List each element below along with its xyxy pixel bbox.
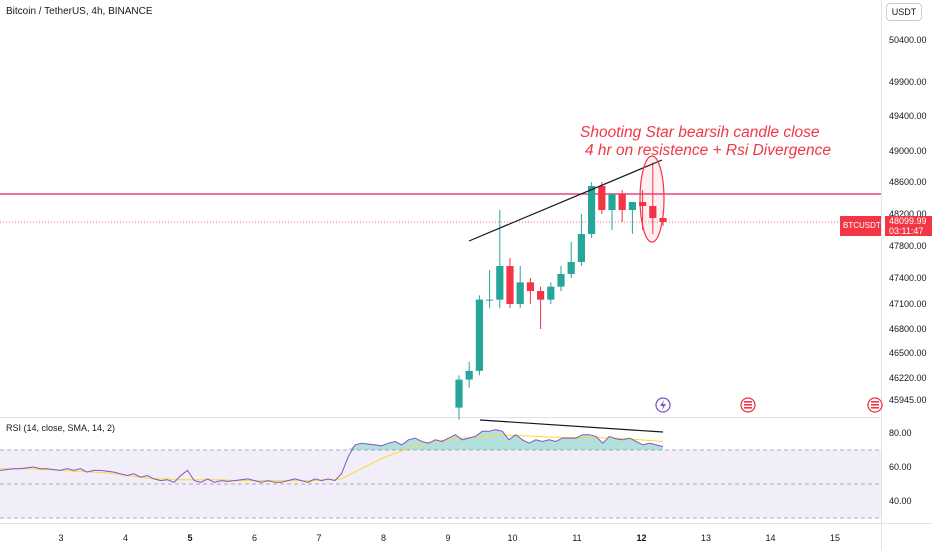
time-tick-label: 12	[636, 533, 646, 543]
price-tick-label: 47400.00	[889, 273, 927, 283]
lightning-event-icon[interactable]	[655, 397, 671, 413]
candle[interactable]	[557, 274, 565, 287]
candle[interactable]	[475, 299, 483, 371]
annotation-line2[interactable]: 4 hr on resistence + Rsi Divergence	[585, 142, 831, 159]
annotation-line1[interactable]: Shooting Star bearsih candle close	[580, 124, 820, 141]
price-tick-label: 45945.00	[889, 395, 927, 405]
last-price-value: 48099.99	[889, 216, 927, 226]
symbol-title: Bitcoin / TetherUS, 4h, BINANCE	[6, 6, 153, 17]
symbol-price-tag: BTCUSDT	[840, 216, 881, 236]
candle[interactable]	[608, 194, 616, 210]
candle[interactable]	[465, 370, 473, 380]
price-tick-label: 49000.00	[889, 146, 927, 156]
candle[interactable]	[577, 234, 585, 262]
price-tick-label: 50400.00	[889, 35, 927, 45]
shooting-star-highlight-ellipse[interactable]	[639, 155, 665, 243]
candle[interactable]	[639, 202, 647, 206]
time-tick-label: 3	[58, 533, 63, 543]
time-tick-label: 15	[830, 533, 840, 543]
price-tick-label: 49900.00	[889, 77, 927, 87]
time-tick-label: 9	[445, 533, 450, 543]
candle[interactable]	[649, 206, 657, 218]
price-trendline[interactable]	[468, 159, 663, 242]
rsi-trendline[interactable]	[479, 419, 664, 433]
price-tag-symbol: BTCUSDT	[843, 221, 881, 230]
time-tick-label: 11	[572, 533, 581, 543]
candle[interactable]	[486, 299, 494, 301]
candle[interactable]	[618, 194, 626, 210]
rsi-band	[0, 450, 881, 518]
candle[interactable]	[598, 186, 606, 210]
time-tick-label: 13	[701, 533, 711, 543]
us-flag-event-icon-2[interactable]	[867, 397, 883, 413]
event-markers[interactable]	[655, 397, 883, 413]
rsi-tick-label: 80.00	[889, 428, 912, 438]
rsi-line	[0, 429, 664, 483]
rsi-tick-label: 60.00	[889, 462, 912, 472]
time-tick-label: 7	[316, 533, 321, 543]
candle[interactable]	[537, 291, 545, 300]
time-tick-label: 10	[507, 533, 517, 543]
time-tick-label: 14	[765, 533, 775, 543]
candle[interactable]	[547, 286, 555, 300]
price-tick-label: 47100.00	[889, 299, 927, 309]
time-tick-label: 5	[187, 533, 192, 543]
time-tick-label: 4	[123, 533, 128, 543]
candle[interactable]	[526, 282, 534, 291]
candle[interactable]	[516, 282, 524, 304]
price-tick-label: 46500.00	[889, 348, 927, 358]
price-tick-label: 46220.00	[889, 373, 927, 383]
rsi-indicator-label[interactable]: RSI (14, close, SMA, 14, 2)	[6, 423, 116, 433]
last-price-label: 48099.99 03:11:47	[885, 216, 932, 236]
bar-countdown: 03:11:47	[889, 226, 924, 236]
price-tick-label: 47800.00	[889, 241, 927, 251]
price-tick-label: 48600.00	[889, 177, 927, 187]
price-tick-label: 49400.00	[889, 111, 927, 121]
time-tick-label: 8	[381, 533, 386, 543]
rsi-overbought-fill	[0, 429, 663, 450]
candle[interactable]	[628, 202, 636, 210]
currency-button[interactable]: USDT	[886, 3, 922, 21]
candle[interactable]	[588, 186, 596, 234]
candle[interactable]	[455, 379, 463, 408]
price-tick-label: 46800.00	[889, 324, 927, 334]
candle[interactable]	[496, 266, 504, 300]
candle[interactable]	[567, 262, 575, 274]
rsi-tick-label: 40.00	[889, 496, 912, 506]
time-tick-label: 6	[252, 533, 257, 543]
us-flag-event-icon[interactable]	[740, 397, 756, 413]
price-tick-label: 48200.00	[889, 209, 927, 219]
candle[interactable]	[506, 266, 514, 304]
